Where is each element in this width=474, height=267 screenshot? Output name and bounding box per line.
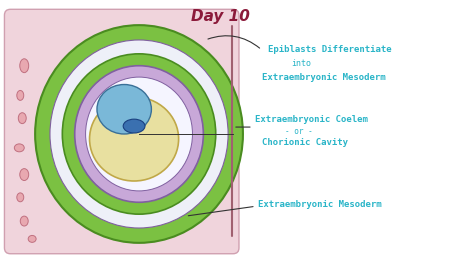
Ellipse shape [20,169,29,180]
Ellipse shape [20,216,28,226]
Ellipse shape [50,40,228,228]
Ellipse shape [14,144,24,152]
Ellipse shape [17,193,24,202]
Ellipse shape [97,85,151,134]
Ellipse shape [86,77,192,191]
Ellipse shape [123,119,145,133]
Text: Extraembryonic Mesoderm: Extraembryonic Mesoderm [262,73,385,82]
FancyBboxPatch shape [4,9,239,254]
Ellipse shape [28,235,36,242]
Ellipse shape [20,59,29,73]
Text: Extraembryonic Coelem: Extraembryonic Coelem [255,115,368,124]
Text: - or -: - or - [284,127,312,136]
Text: Chorionic Cavity: Chorionic Cavity [262,138,348,147]
Ellipse shape [35,25,243,243]
Ellipse shape [17,91,24,100]
Ellipse shape [18,113,26,124]
Text: into: into [292,59,311,68]
Ellipse shape [75,66,203,202]
Text: Day 10: Day 10 [191,9,250,24]
Ellipse shape [63,54,216,214]
Ellipse shape [90,97,179,181]
Text: Epiblasts Differentiate: Epiblasts Differentiate [268,45,392,54]
Text: Extraembryonic Mesoderm: Extraembryonic Mesoderm [258,200,382,209]
